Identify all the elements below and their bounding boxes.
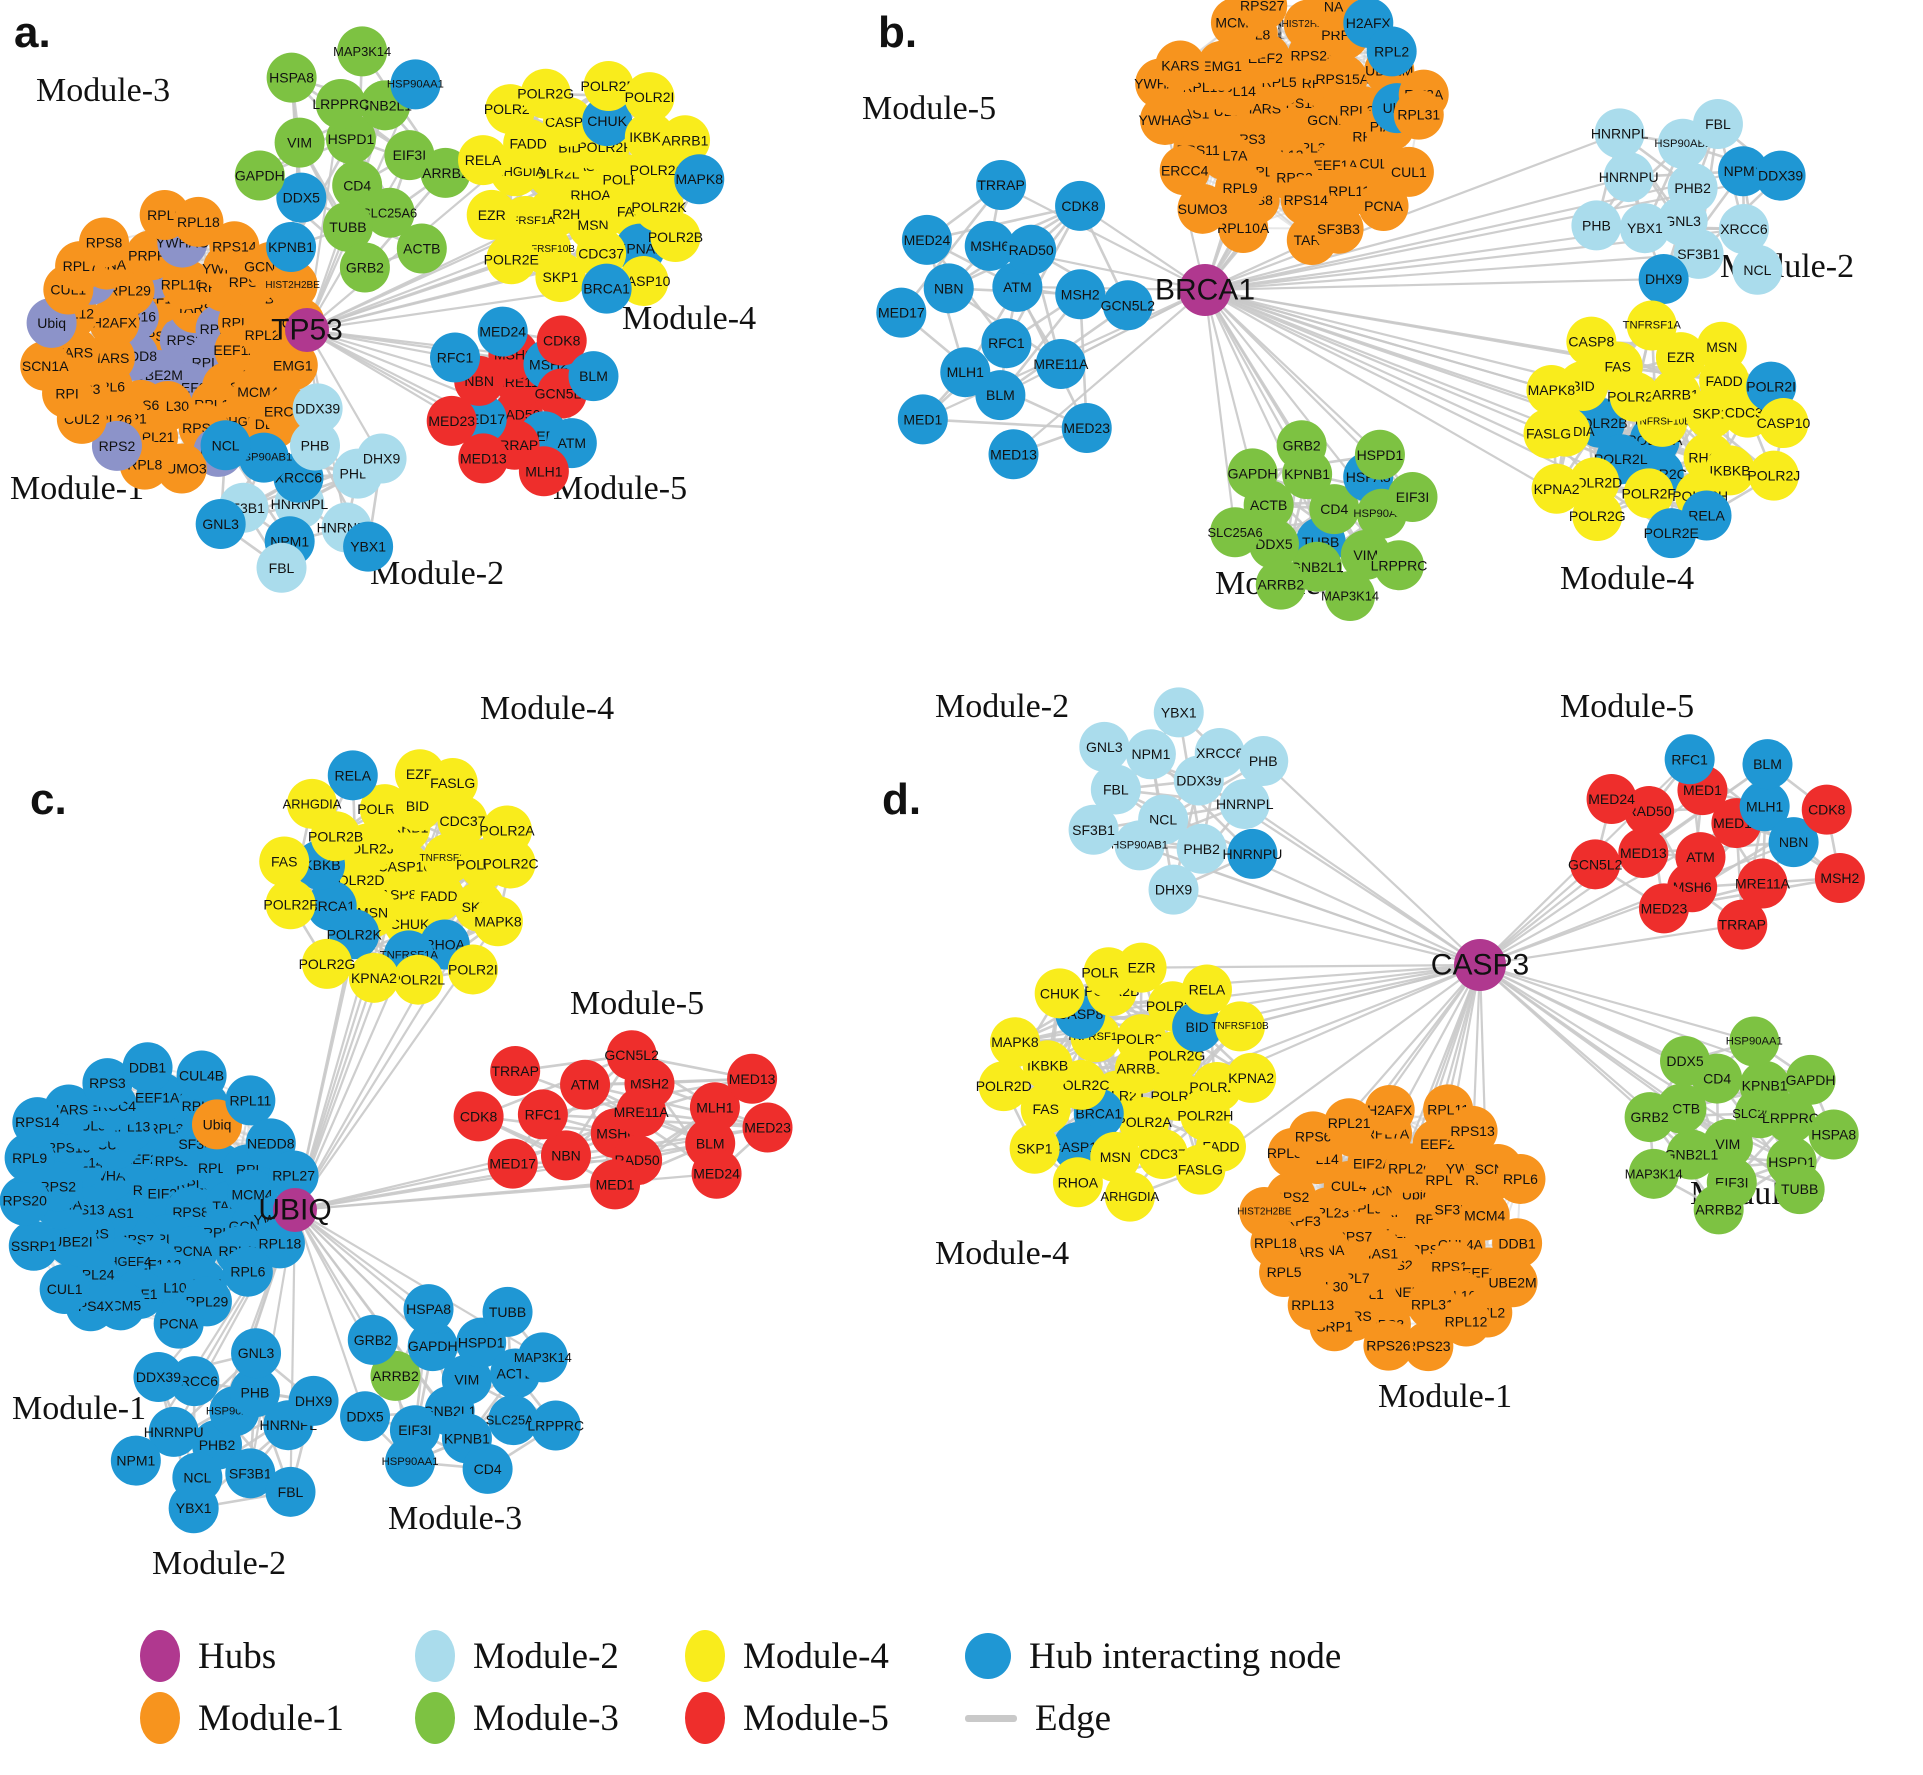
node-ezr[interactable]: EZR [1116, 942, 1167, 993]
node-med13[interactable]: MED13 [1618, 827, 1669, 878]
legend-label-hubs: Hubs [198, 1635, 277, 1677]
legend-item-module-5: Module-5 [685, 1687, 889, 1749]
node-hspa8[interactable]: HSPA8 [1808, 1109, 1859, 1160]
node-cdk8[interactable]: CDK8 [1801, 784, 1852, 835]
panel-b-module-5-label: Module-5 [862, 90, 997, 127]
legend-swatch-module-1 [140, 1692, 180, 1744]
panel-c-module-5-label: Module-5 [570, 985, 705, 1022]
legend-swatch-module-5 [685, 1692, 725, 1744]
panel-a-module-2-label: Module-2 [370, 555, 505, 592]
panel-b-module-4-label: Module-4 [1560, 560, 1695, 597]
panel-d-module-1-label: Module-1 [1378, 1378, 1513, 1415]
node-sf3b1[interactable]: SF3B1 [1068, 804, 1119, 855]
legend-swatch-hub-interacting-node [965, 1633, 1011, 1679]
node-hnrnpl[interactable]: HNRNPL [1216, 779, 1274, 830]
panel-b-network: RPL23RPS13RPL35ARPL12RPS3HARSRPL5RPL18GC… [876, 0, 1811, 621]
panel-d-module-5-label: Module-5 [1560, 688, 1695, 725]
node-gapdh[interactable]: GAPDH [1785, 1054, 1836, 1105]
node-chuk[interactable]: CHUK [1034, 968, 1085, 1019]
panel-d-letter: d. [882, 775, 922, 824]
legend-item-module-4: Module-4 [685, 1625, 889, 1687]
node-rhoa[interactable]: RHOA [1052, 1157, 1103, 1208]
panel-d-module-4-label: Module-4 [935, 1235, 1070, 1272]
node-msh2[interactable]: MSH2 [1814, 852, 1865, 903]
node-rfc1[interactable]: RFC1 [1664, 734, 1715, 785]
legend-label-module-3: Module-3 [473, 1697, 619, 1739]
node-phb[interactable]: PHB [1238, 736, 1289, 787]
node-xrcc6[interactable]: XRCC6 [1194, 728, 1245, 779]
panel-a-module-3-label: Module-3 [36, 72, 171, 109]
panel-c-letter: c. [30, 775, 67, 824]
legend-swatch-module-4 [685, 1630, 725, 1682]
node-med23[interactable]: MED23 [1638, 883, 1689, 934]
node-dhx9[interactable]: DHX9 [1148, 864, 1199, 915]
legend-label-hub-interacting-node: Hub interacting node [1029, 1635, 1342, 1677]
panel-a-module-1-label: Module-1 [10, 470, 145, 507]
node-rps26[interactable]: RPS26 [1363, 1320, 1414, 1371]
legend-item-module-2: Module-2 [415, 1625, 619, 1687]
legend-label-module-5: Module-5 [743, 1697, 889, 1739]
panel-a-module-5-label: Module-5 [553, 470, 688, 507]
panel-d-module-2-label: Module-2 [935, 688, 1070, 725]
legend-label-module-2: Module-2 [473, 1635, 619, 1677]
node-ybx1[interactable]: YBX1 [1153, 687, 1204, 738]
panel-c-module-4-label: Module-4 [480, 690, 615, 727]
legend-item-module-1: Module-1 [140, 1687, 344, 1749]
node-blm[interactable]: BLM [1742, 739, 1793, 790]
legend-swatch-module-2 [415, 1630, 455, 1682]
node-ddx5[interactable]: DDX5 [1660, 1036, 1711, 1087]
node-grb2[interactable]: GRB2 [1624, 1092, 1675, 1143]
node-skp1[interactable]: SKP1 [1009, 1123, 1060, 1174]
node-med24[interactable]: MED24 [1586, 773, 1637, 824]
node-hnrnpu[interactable]: HNRNPU [1222, 828, 1282, 879]
node-kpna2[interactable]: KPNA2 [1226, 1052, 1277, 1103]
node-rpl6[interactable]: RPL6 [1495, 1153, 1546, 1204]
legend-item-edge: Edge [965, 1687, 1341, 1749]
node-rpl21[interactable]: RPL21 [1324, 1098, 1375, 1149]
panel-c-module-1-label: Module-1 [12, 1390, 147, 1427]
legend: Hubs Module-1 Module-2 Module-3 Module-4… [140, 1625, 1341, 1765]
node-phb2[interactable]: PHB2 [1176, 823, 1227, 874]
node-hsp90aa1[interactable]: HSP90AA1 [1726, 1016, 1783, 1067]
node-gnl3[interactable]: GNL3 [1079, 721, 1130, 772]
node-trrap[interactable]: TRRAP [1717, 899, 1768, 950]
legend-item-hubs: Hubs [140, 1625, 344, 1687]
legend-label-module-4: Module-4 [743, 1635, 889, 1677]
panel-c-module-3-label: Module-3 [388, 1500, 523, 1537]
panel-c-module-2-label: Module-2 [152, 1545, 287, 1582]
legend-swatch-edge [965, 1714, 1017, 1722]
node-mapk8[interactable]: MAPK8 [989, 1017, 1040, 1068]
legend-label-module-1: Module-1 [198, 1697, 344, 1739]
panel-a-module-4-label: Module-4 [622, 300, 757, 337]
legend-swatch-hubs [140, 1630, 180, 1682]
panel-c-network: CASP8CASP10TNFRSF10BFADDCHUKMSNPOLR2DPOL… [0, 749, 793, 1534]
legend-item-module-3: Module-3 [415, 1687, 619, 1749]
node-arrb2[interactable]: ARRB2 [1693, 1184, 1744, 1235]
legend-swatch-module-3 [415, 1692, 455, 1744]
legend-item-hub-interacting-node: Hub interacting node [965, 1625, 1341, 1687]
node-faslg[interactable]: FASLG [1175, 1144, 1226, 1195]
panel-a-letter: a. [14, 8, 51, 57]
legend-label-edge: Edge [1035, 1697, 1112, 1739]
panel-b-letter: b. [878, 8, 918, 57]
node-tubb[interactable]: TUBB [1774, 1164, 1825, 1215]
